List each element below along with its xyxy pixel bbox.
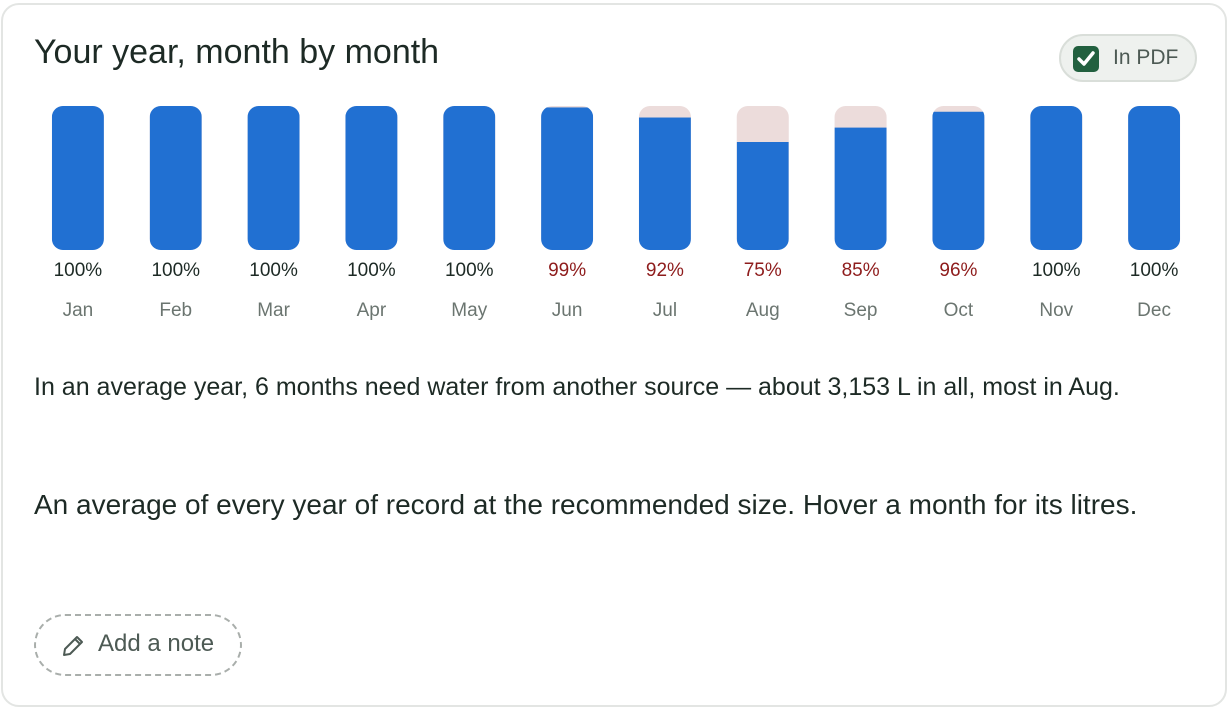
- value-label: 75%: [744, 260, 782, 281]
- add-note-label: Add a note: [98, 630, 215, 657]
- pdf-toggle[interactable]: In PDF: [1059, 34, 1197, 82]
- summary-text: In an average year, 6 months need water …: [34, 373, 1120, 401]
- card: [1, 3, 1227, 707]
- bar[interactable]: [541, 107, 594, 250]
- value-label: 96%: [939, 260, 977, 281]
- bar[interactable]: [149, 106, 202, 250]
- checkbox[interactable]: [1073, 46, 1099, 72]
- x-tick-label: Feb: [159, 300, 192, 321]
- x-tick-label: Apr: [357, 300, 387, 321]
- value-label: 85%: [842, 260, 880, 281]
- bar[interactable]: [638, 117, 691, 250]
- bar[interactable]: [51, 106, 104, 250]
- value-label: 100%: [54, 260, 103, 281]
- add-note-button[interactable]: Add a note: [34, 614, 242, 676]
- bar[interactable]: [736, 142, 789, 250]
- x-tick-label: Jun: [552, 300, 583, 321]
- value-label: 100%: [1032, 260, 1081, 281]
- x-tick-label: Jan: [63, 300, 94, 321]
- bar[interactable]: [834, 127, 887, 250]
- x-tick-label: May: [451, 300, 487, 321]
- x-tick-label: Mar: [257, 300, 290, 321]
- bar[interactable]: [345, 106, 398, 250]
- note-text: An average of every year of record at th…: [34, 489, 1138, 520]
- x-tick-label: Sep: [844, 300, 878, 321]
- value-label: 100%: [151, 260, 200, 281]
- x-tick-label: Aug: [746, 300, 780, 321]
- value-label: 100%: [347, 260, 396, 281]
- value-label: 92%: [646, 260, 684, 281]
- bar[interactable]: [443, 106, 496, 250]
- bar[interactable]: [1128, 106, 1181, 250]
- x-tick-label: Dec: [1137, 300, 1171, 321]
- card-title: Your year, month by month: [34, 33, 440, 71]
- value-label: 100%: [249, 260, 298, 281]
- value-label: 100%: [1130, 260, 1179, 281]
- check-icon: [1077, 51, 1095, 66]
- pdf-label: In PDF: [1113, 46, 1179, 69]
- bar[interactable]: [932, 111, 985, 250]
- value-label: 100%: [445, 260, 494, 281]
- pencil-icon: [63, 636, 83, 656]
- x-tick-label: Nov: [1039, 300, 1073, 321]
- bar[interactable]: [1030, 106, 1083, 250]
- x-tick-label: Oct: [944, 300, 974, 321]
- chart: 100% Jan 100% Feb 100% Mar 100% Apr 100% May 99% Ju…: [51, 106, 1181, 321]
- value-label: 99%: [548, 260, 586, 281]
- bar[interactable]: [247, 106, 300, 250]
- x-tick-label: Jul: [653, 300, 677, 321]
